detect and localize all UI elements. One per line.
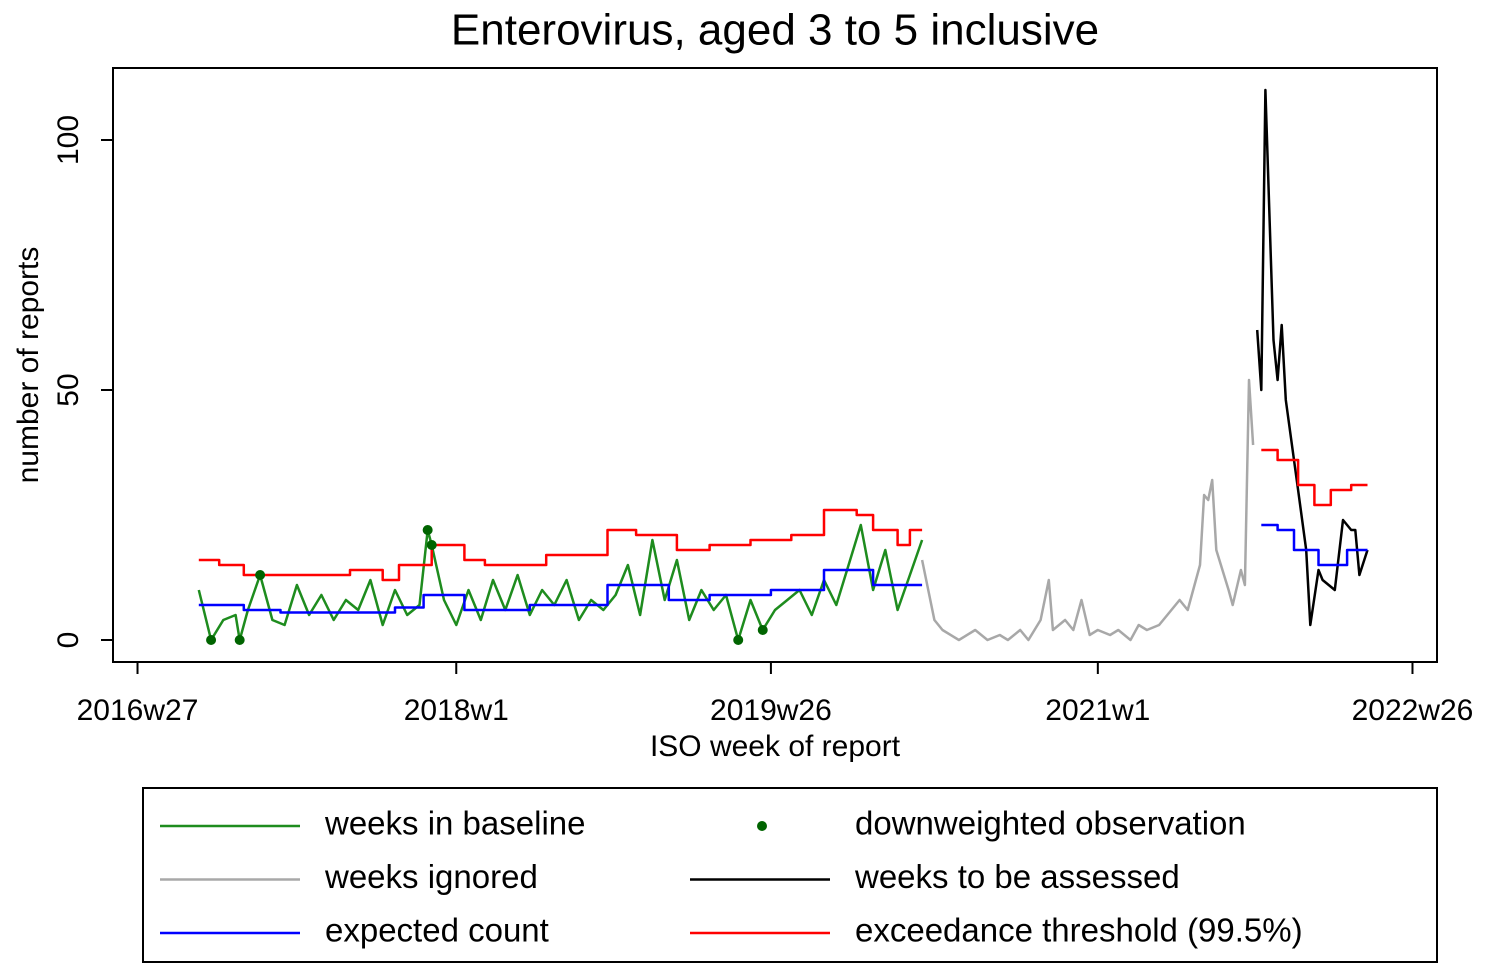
- y-tick-label: 0: [52, 632, 85, 649]
- legend-label: weeks in baseline: [324, 805, 586, 842]
- legend-label: weeks ignored: [324, 858, 538, 895]
- plot-frame: [112, 67, 1438, 663]
- y-tick-label: 100: [52, 115, 85, 165]
- x-tick-label: 2019w26: [710, 694, 832, 727]
- legend-label: expected count: [325, 912, 549, 949]
- data-point: [426, 540, 437, 550]
- data-point: [255, 570, 266, 580]
- legend-marker: [757, 821, 767, 831]
- data-point: [234, 635, 245, 645]
- x-tick-label: 2018w1: [404, 694, 509, 727]
- legend-label: weeks to be assessed: [854, 858, 1180, 895]
- x-tick-label: 2021w1: [1045, 694, 1150, 727]
- data-point: [757, 625, 768, 635]
- series-line: [198, 523, 1368, 614]
- series-line: [198, 448, 1368, 582]
- y-axis-label: number of reports: [12, 247, 45, 484]
- series-line: [1255, 88, 1369, 627]
- legend-label: exceedance threshold (99.5%): [855, 912, 1303, 949]
- x-axis-label: ISO week of report: [650, 730, 901, 763]
- data-point: [422, 525, 433, 535]
- data-point: [206, 635, 217, 645]
- y-tick-label: 50: [52, 373, 85, 406]
- chart-title: Enterovirus, aged 3 to 5 inclusive: [451, 6, 1099, 55]
- x-tick-label: 2022w26: [1352, 694, 1474, 727]
- data-point: [733, 635, 744, 645]
- legend-label: downweighted observation: [855, 805, 1246, 842]
- series-line: [920, 378, 1255, 642]
- x-tick-label: 2016w27: [77, 694, 199, 727]
